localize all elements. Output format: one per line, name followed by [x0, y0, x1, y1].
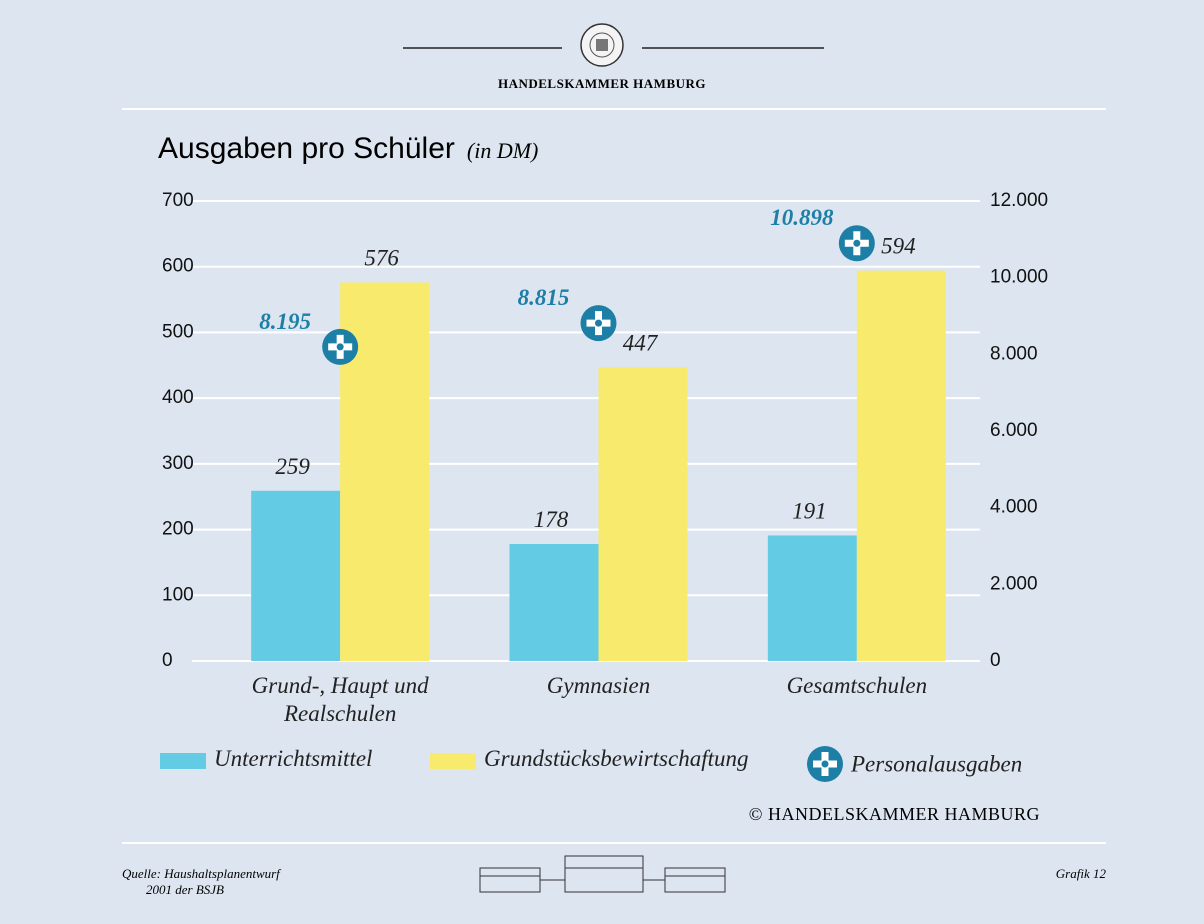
marker-label: 10.898	[770, 205, 834, 230]
y2-tick-label: 0	[990, 650, 1001, 671]
marker-center	[821, 760, 829, 768]
y-tick-label: 300	[162, 453, 194, 474]
y-tick-label: 500	[162, 321, 194, 342]
value-label: 178	[534, 507, 569, 532]
y-tick-label: 400	[162, 387, 194, 408]
y2-tick-label: 6.000	[990, 420, 1038, 441]
marker-center	[336, 343, 344, 351]
legend-item: Grundstücksbewirtschaftung	[430, 746, 749, 772]
value-label: 594	[881, 234, 916, 259]
brand: HANDELSKAMMER HAMBURG	[498, 76, 706, 91]
legend-swatch	[430, 752, 476, 769]
copyright: © HANDELSKAMMER HAMBURG	[748, 804, 1040, 824]
legend-item: Personalausgaben	[805, 746, 1022, 786]
source-line: Quelle: Haushaltsplanentwurf	[122, 866, 280, 881]
marker-label: 8.195	[259, 309, 311, 334]
logo	[596, 39, 608, 51]
building	[479, 855, 726, 893]
y-tick-label: 100	[162, 584, 194, 605]
bar	[509, 544, 599, 661]
value-label: 191	[792, 498, 827, 523]
bar	[856, 270, 946, 661]
y-tick-label: 600	[162, 256, 194, 277]
y2-tick-label: 2.000	[990, 573, 1038, 594]
title: Ausgaben pro Schüler	[158, 132, 455, 165]
y2-tick-label: 12.000	[990, 190, 1048, 211]
bar	[767, 535, 857, 661]
bar	[598, 367, 688, 661]
marker-center	[595, 319, 602, 327]
y-tick-label: 700	[162, 190, 194, 211]
x-tick-label: Gesamtschulen	[786, 673, 928, 698]
legend-label: Personalausgaben	[851, 751, 1023, 777]
marker-center	[853, 239, 861, 247]
marker-label: 8.815	[518, 285, 570, 310]
legend-marker	[807, 746, 843, 782]
y2-tick-label: 8.000	[990, 343, 1038, 364]
bar	[251, 490, 341, 661]
legend-label: Unterrichtsmittel	[214, 746, 373, 771]
value-label: 447	[623, 330, 659, 355]
y2-tick-label: 10.000	[990, 267, 1048, 288]
subtitle: (in DM)	[467, 138, 538, 163]
y2-tick-label: 4.000	[990, 497, 1038, 518]
x-tick-label: Grund-, Haupt und Realschulen	[251, 673, 429, 726]
chart-title: Ausgaben pro Schüler (in DM)	[158, 132, 538, 165]
logo	[589, 32, 615, 58]
y-tick-label: 200	[162, 519, 194, 540]
value-label: 259	[275, 454, 310, 479]
legend-item: Unterrichtsmittel	[160, 746, 372, 772]
y-tick-label: 0	[162, 650, 173, 671]
source: Quelle: Haushaltsplanentwurf 2001 der BSJ…	[122, 866, 280, 898]
value-label: 576	[364, 245, 399, 270]
source-line: 2001 der BSJB	[146, 882, 224, 897]
legend-label: Grundstücksbewirtschaftung	[484, 746, 749, 771]
page-number: Grafik 12	[1055, 866, 1106, 881]
legend-swatch	[160, 752, 206, 769]
x-tick-label: Gymnasien	[546, 673, 651, 698]
